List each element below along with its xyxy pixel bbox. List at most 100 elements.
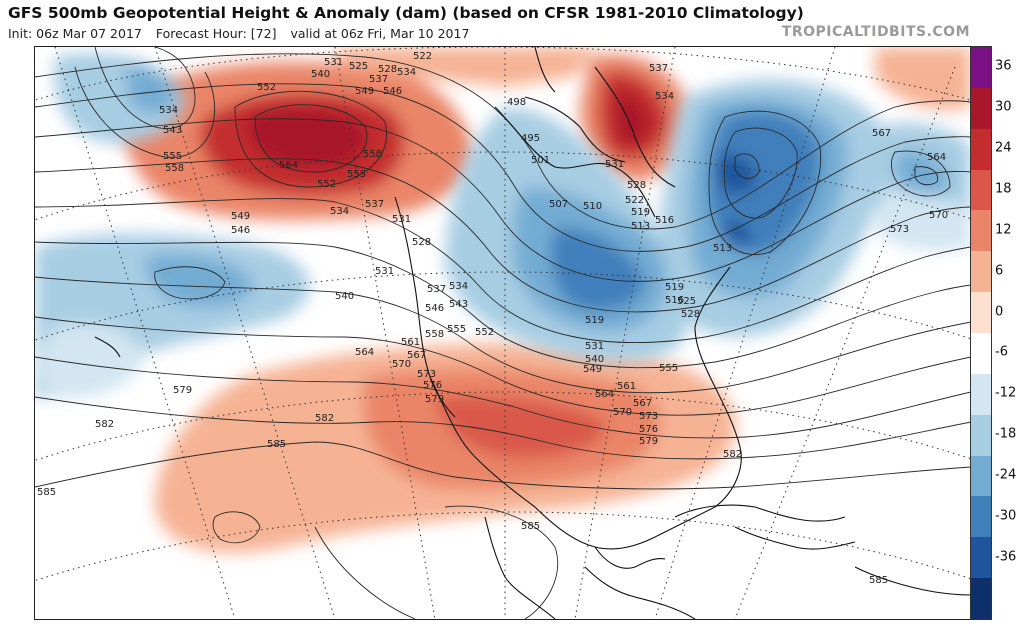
contour-label: 519 — [631, 207, 650, 218]
colorbar-tick-label: -6 — [995, 344, 1008, 360]
colorbar-segment — [971, 87, 991, 130]
contour-label: 561 — [617, 381, 636, 392]
contour-label: 513 — [713, 243, 732, 254]
contour-label: 570 — [929, 210, 948, 221]
contour-label: 582 — [315, 413, 334, 424]
colorbar-tick-label: 18 — [995, 181, 1012, 197]
colorbar-segment — [971, 47, 991, 89]
colorbar-tick-label: 30 — [995, 99, 1012, 115]
contour-label: 531 — [324, 57, 343, 68]
map-svg: 531 525 528 522 540 537 534 552 549 546 … — [35, 47, 971, 619]
contour-label: 519 — [665, 282, 684, 293]
contour-label: 567 — [633, 398, 652, 409]
contour-label: 555 — [659, 363, 678, 374]
contour-label: 552 — [257, 82, 276, 93]
contour-label: 543 — [163, 125, 182, 136]
contour-label: 585 — [869, 575, 888, 586]
contour-label: 561 — [401, 337, 420, 348]
contour-label: 555 — [163, 151, 182, 162]
contour-label: 552 — [317, 179, 336, 190]
contour-label: 570 — [613, 407, 632, 418]
contour-label: 576 — [423, 380, 442, 391]
contour-label: 513 — [631, 221, 650, 232]
colorbar-tick-label: 0 — [995, 304, 1004, 320]
contour-label: 501 — [531, 155, 550, 166]
contour-label: 585 — [521, 521, 540, 532]
contour-label: 540 — [335, 291, 354, 302]
colorbar-tick-label: 24 — [995, 140, 1012, 156]
contour-label: 582 — [95, 419, 114, 430]
contour-label: 534 — [397, 67, 416, 78]
contour-label: 534 — [655, 91, 674, 102]
colorbar-tick-label: -36 — [995, 549, 1017, 565]
contour-label: 537 — [365, 199, 384, 210]
contour-label: 579 — [639, 436, 658, 447]
contour-label: 564 — [279, 160, 298, 171]
contour-label: 564 — [355, 347, 374, 358]
contour-label: 564 — [595, 389, 614, 400]
contour-label: 543 — [449, 299, 468, 310]
contour-label: 540 — [585, 354, 604, 365]
contour-label: 582 — [723, 449, 742, 460]
colorbar-tick-label: -30 — [995, 508, 1017, 524]
contour-label: 528 — [681, 309, 700, 320]
contour-label: 585 — [37, 487, 56, 498]
anomaly-colorbar — [970, 46, 992, 620]
colorbar-segment — [971, 537, 991, 579]
contour-label: 525 — [349, 61, 368, 72]
colorbar-segment — [971, 578, 991, 620]
contour-label: 531 — [375, 266, 394, 277]
colorbar-segment — [971, 373, 991, 416]
contour-label: 510 — [583, 201, 602, 212]
colorbar-segment — [971, 169, 991, 211]
colorbar-segment — [971, 455, 991, 497]
contour-label: 546 — [231, 225, 250, 236]
site-watermark: TROPICALTIDBITS.COM — [781, 24, 970, 40]
contour-label: 537 — [369, 74, 388, 85]
anomaly-shading — [35, 47, 971, 553]
contour-label: 552 — [475, 327, 494, 338]
colorbar-segment — [971, 333, 991, 375]
contour-label: 516 — [665, 295, 684, 306]
colorbar-segment — [971, 210, 991, 252]
colorbar-segment — [971, 496, 991, 538]
colorbar-segment — [971, 292, 991, 334]
contour-label: 522 — [625, 195, 644, 206]
anomaly-map: 531 525 528 522 540 537 534 552 549 546 … — [34, 46, 972, 620]
contour-label: 585 — [267, 439, 286, 450]
contour-label: 576 — [639, 424, 658, 435]
contour-label: 567 — [872, 128, 891, 139]
height-contours — [35, 47, 971, 619]
colorbar-segment — [971, 414, 991, 457]
colorbar-segment — [971, 251, 991, 293]
contour-label: 528 — [378, 64, 397, 75]
contour-label: 537 — [649, 63, 668, 74]
contour-label: 579 — [173, 385, 192, 396]
contour-label: 534 — [330, 206, 349, 217]
coastlines — [94, 47, 971, 619]
contour-label: 567 — [407, 350, 426, 361]
contour-label: 534 — [159, 105, 178, 116]
contour-label: 525 — [677, 296, 696, 307]
contour-label: 537 — [427, 284, 446, 295]
contour-label: 573 — [890, 224, 909, 235]
contour-label: 573 — [417, 369, 436, 380]
forecast-hour: Forecast Hour: [72] — [155, 26, 277, 41]
contour-label: 495 — [521, 133, 540, 144]
contour-label: 555 — [347, 169, 366, 180]
contour-label: 558 — [363, 149, 382, 160]
valid-time: valid at 06z Fri, Mar 10 2017 — [290, 26, 470, 41]
contour-label: 570 — [392, 359, 411, 370]
contour-label: 519 — [585, 315, 604, 326]
contour-label: 549 — [583, 364, 602, 375]
contour-label: 546 — [425, 303, 444, 314]
contour-label: 549 — [231, 211, 250, 222]
colorbar-tick-label: -12 — [995, 385, 1017, 401]
run-info: Init: 06z Mar 07 2017 Forecast Hour: [72… — [8, 26, 479, 41]
colorbar-segment — [971, 128, 991, 171]
contour-label: 516 — [655, 215, 674, 226]
contour-label: 498 — [507, 97, 526, 108]
contour-label: 564 — [927, 152, 946, 163]
contour-label: 522 — [413, 51, 432, 62]
contour-label: 579 — [425, 394, 444, 405]
